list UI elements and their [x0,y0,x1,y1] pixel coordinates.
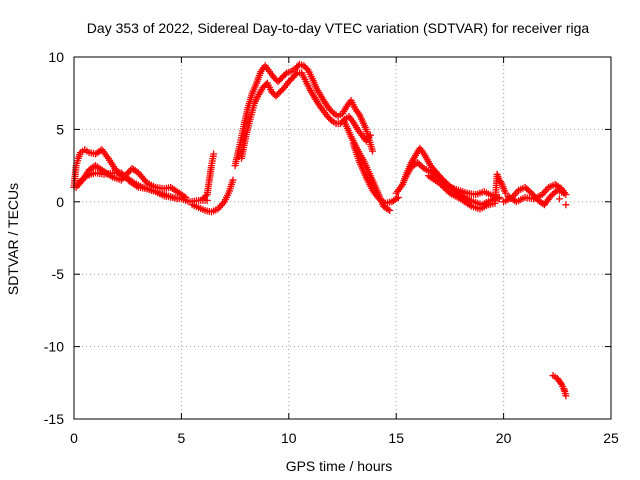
data-point [292,70,300,78]
data-points [70,60,570,400]
chart-title: Day 353 of 2022, Sidereal Day-to-day VTE… [87,20,590,36]
x-tick-label: 0 [70,430,78,446]
y-tick-label: 5 [56,121,64,137]
data-point [339,117,347,125]
data-point [562,392,570,400]
data-point [281,70,289,78]
data-point [556,184,564,192]
data-point [125,168,133,176]
x-axis-label: GPS time / hours [286,458,393,474]
data-point [555,195,563,203]
data-point [419,163,427,171]
y-tick-label: -10 [44,339,64,355]
data-point [326,115,334,123]
x-tick-label: 20 [496,430,512,446]
data-point [328,108,336,116]
data-point [386,206,394,214]
y-tick-label: 10 [48,49,64,65]
y-tick-label: 0 [56,194,64,210]
data-point [303,65,311,73]
data-point [562,201,570,209]
x-tick-label: 5 [178,430,186,446]
plot-frame [73,56,612,420]
data-point [366,131,374,139]
x-tick-label: 10 [281,430,297,446]
data-point [526,188,534,196]
data-point [557,379,565,387]
grid [74,57,611,419]
data-point [117,176,125,184]
y-tick-label: -15 [44,411,64,427]
data-point [210,150,218,158]
data-point [229,176,237,184]
axis-ticks: 0 5 10 15 20 25 -15 -10 -5 0 5 10 [44,49,619,446]
x-tick-label: 15 [388,430,404,446]
data-point [384,205,392,213]
data-point [562,191,570,199]
data-point [369,147,377,155]
y-axis-label: SDTVAR / TECUs [5,183,21,295]
data-point [202,192,210,200]
y-tick-label: -5 [52,266,65,282]
x-tick-label: 25 [603,430,619,446]
data-point [394,193,402,201]
